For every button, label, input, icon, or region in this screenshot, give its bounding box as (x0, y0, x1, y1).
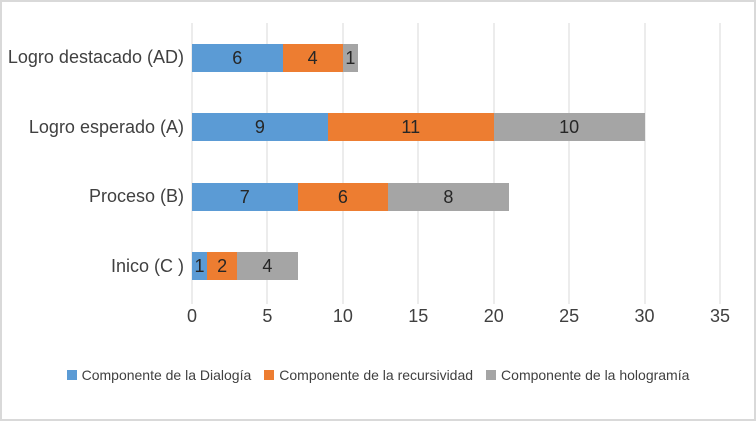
legend-item: Componente de la Dialogía (66, 367, 252, 383)
category-label: Inico (C ) (110, 255, 184, 276)
legend-item: Componente de la recursividad (264, 367, 473, 383)
legend-label: Componente de la hologramía (501, 367, 690, 383)
bar-stack: 7 6 8 (192, 182, 720, 211)
legend-label: Componente de la Dialogía (81, 367, 252, 383)
gridline (568, 23, 570, 304)
bar-stack: 9 11 10 (192, 113, 720, 142)
bar-segment: 8 (388, 182, 509, 211)
gridline (493, 23, 495, 304)
x-tick-label: 20 (483, 306, 504, 326)
bar-segment: 10 (493, 113, 645, 142)
bar-segment: 4 (237, 252, 298, 281)
gridline (417, 23, 419, 304)
legend-swatch (486, 370, 497, 380)
bar-value-label: 10 (559, 117, 580, 138)
x-tick-label: 30 (634, 306, 655, 326)
bar-segment: 6 (192, 43, 283, 72)
bar-stack: 6 4 1 (192, 43, 720, 72)
x-tick-label: 10 (332, 306, 353, 326)
bar-value-label: 1 (345, 47, 356, 68)
x-tick-label: 25 (559, 306, 580, 326)
bar-segment: 11 (327, 113, 494, 142)
bar-value-label: 1 (194, 256, 205, 277)
bar-segment: 9 (192, 113, 328, 142)
legend-swatch (264, 370, 275, 380)
bar-segment: 1 (192, 252, 208, 281)
bar-value-label: 6 (232, 47, 243, 68)
category-label: Proceso (B) (88, 186, 184, 207)
bar-row: 9 11 10 (192, 93, 720, 163)
bar-segment: 2 (207, 252, 238, 281)
legend-swatch (66, 370, 77, 380)
gridline (719, 23, 721, 304)
gridline (191, 23, 193, 304)
gridline (266, 23, 268, 304)
gridline (644, 23, 646, 304)
value-axis: 0 5 10 15 20 25 30 35 (187, 306, 730, 328)
x-tick-label: 0 (186, 306, 198, 326)
bar-value-label: 4 (262, 256, 273, 277)
bar-value-label: 7 (239, 186, 250, 207)
bar-value-label: 2 (217, 256, 228, 277)
bar-segment: 1 (342, 43, 358, 72)
bar-row: 7 6 8 (192, 162, 720, 232)
bar-segment: 7 (192, 182, 298, 211)
bar-value-label: 9 (254, 117, 265, 138)
bar-value-label: 6 (337, 186, 348, 207)
category-label: Logro destacado (AD) (7, 47, 184, 68)
x-tick-label: 15 (408, 306, 429, 326)
legend: Componente de la Dialogía Componente de l… (2, 367, 754, 383)
bar-value-label: 4 (307, 47, 318, 68)
gridline (342, 23, 344, 304)
bar-rows: 6 4 1 9 11 10 7 6 8 1 2 4 (192, 23, 720, 301)
category-label: Logro esperado (A) (28, 116, 184, 137)
legend-item: Componente de la hologramía (486, 367, 689, 383)
bar-row: 6 4 1 (192, 23, 720, 93)
plot-area: 6 4 1 9 11 10 7 6 8 1 2 4 (191, 23, 721, 304)
x-tick-label: 5 (262, 306, 273, 326)
bar-segment: 4 (282, 43, 343, 72)
bar-segment: 6 (297, 182, 389, 211)
category-axis: Logro destacado (AD) Logro esperado (A) Pr… (2, 23, 184, 301)
x-tick-label: 35 (709, 306, 731, 326)
bar-value-label: 11 (401, 117, 421, 138)
bar-value-label: 8 (443, 186, 454, 207)
legend-label: Componente de la recursividad (279, 367, 474, 383)
